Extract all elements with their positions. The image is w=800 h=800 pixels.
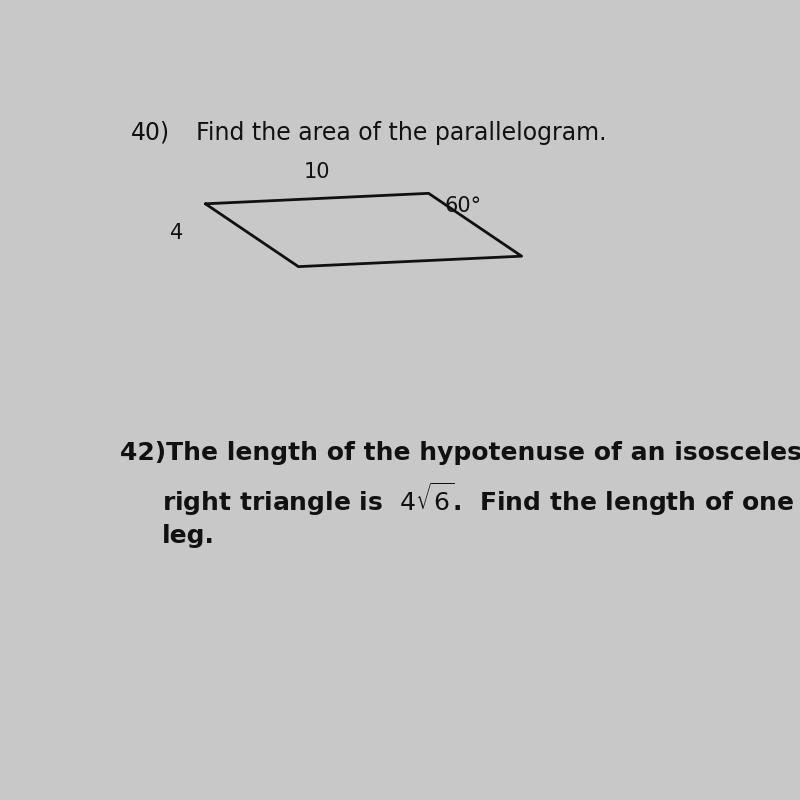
Text: 4: 4 [170,222,184,242]
Text: 40): 40) [131,121,170,145]
Text: 42)The length of the hypotenuse of an isosceles: 42)The length of the hypotenuse of an is… [121,441,800,465]
Text: right triangle is  $4\sqrt{6}$.  Find the length of one: right triangle is $4\sqrt{6}$. Find the … [162,481,794,518]
Text: 10: 10 [304,162,330,182]
Text: leg.: leg. [162,524,215,548]
Text: 60°: 60° [444,196,482,216]
Text: Find the area of the parallelogram.: Find the area of the parallelogram. [196,121,606,145]
